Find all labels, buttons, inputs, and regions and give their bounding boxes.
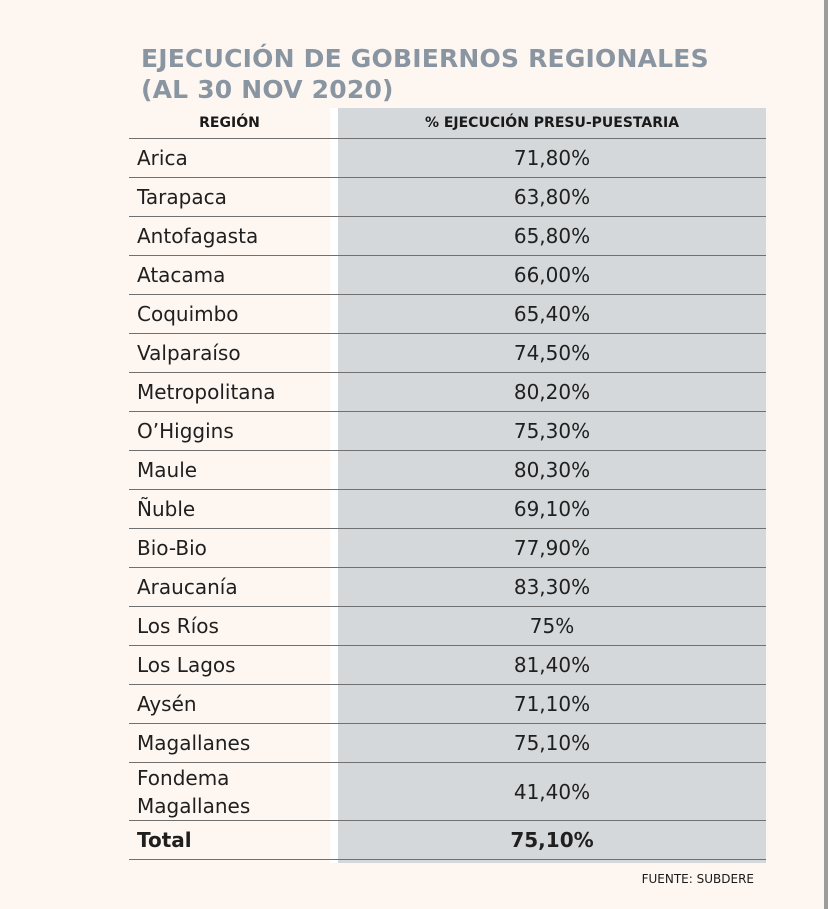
table-row: Coquimbo 65,40%	[129, 295, 766, 334]
region-cell: Valparaíso	[137, 341, 241, 365]
table-row: Valparaíso 74,50%	[129, 334, 766, 373]
execution-value-cell: 83,30%	[513, 575, 591, 599]
execution-value-cell: 81,40%	[513, 653, 591, 677]
source-note: FUENTE: SUBDERE	[641, 872, 754, 886]
region-cell: Arica	[137, 146, 188, 170]
table-row: Antofagasta 65,80%	[129, 217, 766, 256]
table-row: Atacama 66,00%	[129, 256, 766, 295]
region-cell: Antofagasta	[137, 224, 259, 248]
execution-value-cell: 71,10%	[513, 692, 591, 716]
table-row: Arica 71,80%	[129, 139, 766, 178]
region-cell: Maule	[137, 458, 198, 482]
table-header: REGIÓN % EJECUCIÓN PRESU-PUESTARIA	[129, 108, 766, 139]
execution-value-cell: 41,40%	[513, 779, 591, 804]
header-execution: % EJECUCIÓN PRESU-PUESTARIA	[424, 115, 680, 131]
table-body: Arica 71,80% Tarapaca 63,80% Antofagasta 65,8…	[129, 139, 766, 860]
value-column-background	[338, 108, 766, 863]
region-cell: Fondema Magallanes	[137, 765, 251, 818]
region-cell: Araucanía	[137, 575, 238, 599]
execution-value-cell: 75%	[529, 614, 575, 638]
data-table: REGIÓN % EJECUCIÓN PRESU-PUESTARIA Arica…	[129, 108, 766, 863]
execution-value-cell: 80,20%	[513, 380, 591, 404]
execution-value-cell: 80,30%	[513, 458, 591, 482]
total-label: Total	[137, 828, 192, 852]
execution-value-cell: 69,10%	[513, 497, 591, 521]
table-row: Aysén 71,10%	[129, 685, 766, 724]
table-row: Fondema Magallanes 41,40%	[129, 763, 766, 821]
execution-value-cell: 65,40%	[513, 302, 591, 326]
execution-value-cell: 63,80%	[513, 185, 591, 209]
region-cell: Los Ríos	[137, 614, 219, 638]
execution-value-cell: 66,00%	[513, 263, 591, 287]
region-cell: Atacama	[137, 263, 226, 287]
total-value: 75,10%	[510, 828, 594, 852]
page-edge	[824, 0, 828, 909]
region-cell: Magallanes	[137, 731, 251, 755]
execution-value-cell: 75,10%	[513, 731, 591, 755]
table-row: Metropolitana 80,20%	[129, 373, 766, 412]
table-row: Bio-Bio 77,90%	[129, 529, 766, 568]
table-row: Tarapaca 63,80%	[129, 178, 766, 217]
table-row: O’Higgins 75,30%	[129, 412, 766, 451]
region-cell: Metropolitana	[137, 380, 276, 404]
title-block: EJECUCIÓN DE GOBIERNOS REGIONALES (AL 30…	[141, 43, 709, 105]
table-row: Magallanes 75,10%	[129, 724, 766, 763]
header-region: REGIÓN	[199, 115, 260, 131]
table-row: Araucanía 83,30%	[129, 568, 766, 607]
execution-value-cell: 77,90%	[513, 536, 591, 560]
table-row: Ñuble 69,10%	[129, 490, 766, 529]
total-row: Total 75,10%	[129, 821, 766, 860]
execution-value-cell: 71,80%	[513, 146, 591, 170]
page-subtitle: (AL 30 NOV 2020)	[141, 75, 394, 104]
table-row: Los Ríos 75%	[129, 607, 766, 646]
region-cell: Bio-Bio	[137, 536, 207, 560]
region-cell: Tarapaca	[137, 185, 227, 209]
execution-value-cell: 75,30%	[513, 419, 591, 443]
region-cell: Ñuble	[137, 497, 196, 521]
execution-value-cell: 65,80%	[513, 224, 591, 248]
execution-value-cell: 74,50%	[513, 341, 591, 365]
column-separator	[330, 108, 338, 863]
region-cell: Aysén	[137, 692, 197, 716]
table-row: Maule 80,30%	[129, 451, 766, 490]
region-cell: Coquimbo	[137, 302, 239, 326]
page-title: EJECUCIÓN DE GOBIERNOS REGIONALES	[141, 44, 709, 73]
region-cell: O’Higgins	[137, 419, 234, 443]
region-cell: Los Lagos	[137, 653, 236, 677]
table-row: Los Lagos 81,40%	[129, 646, 766, 685]
